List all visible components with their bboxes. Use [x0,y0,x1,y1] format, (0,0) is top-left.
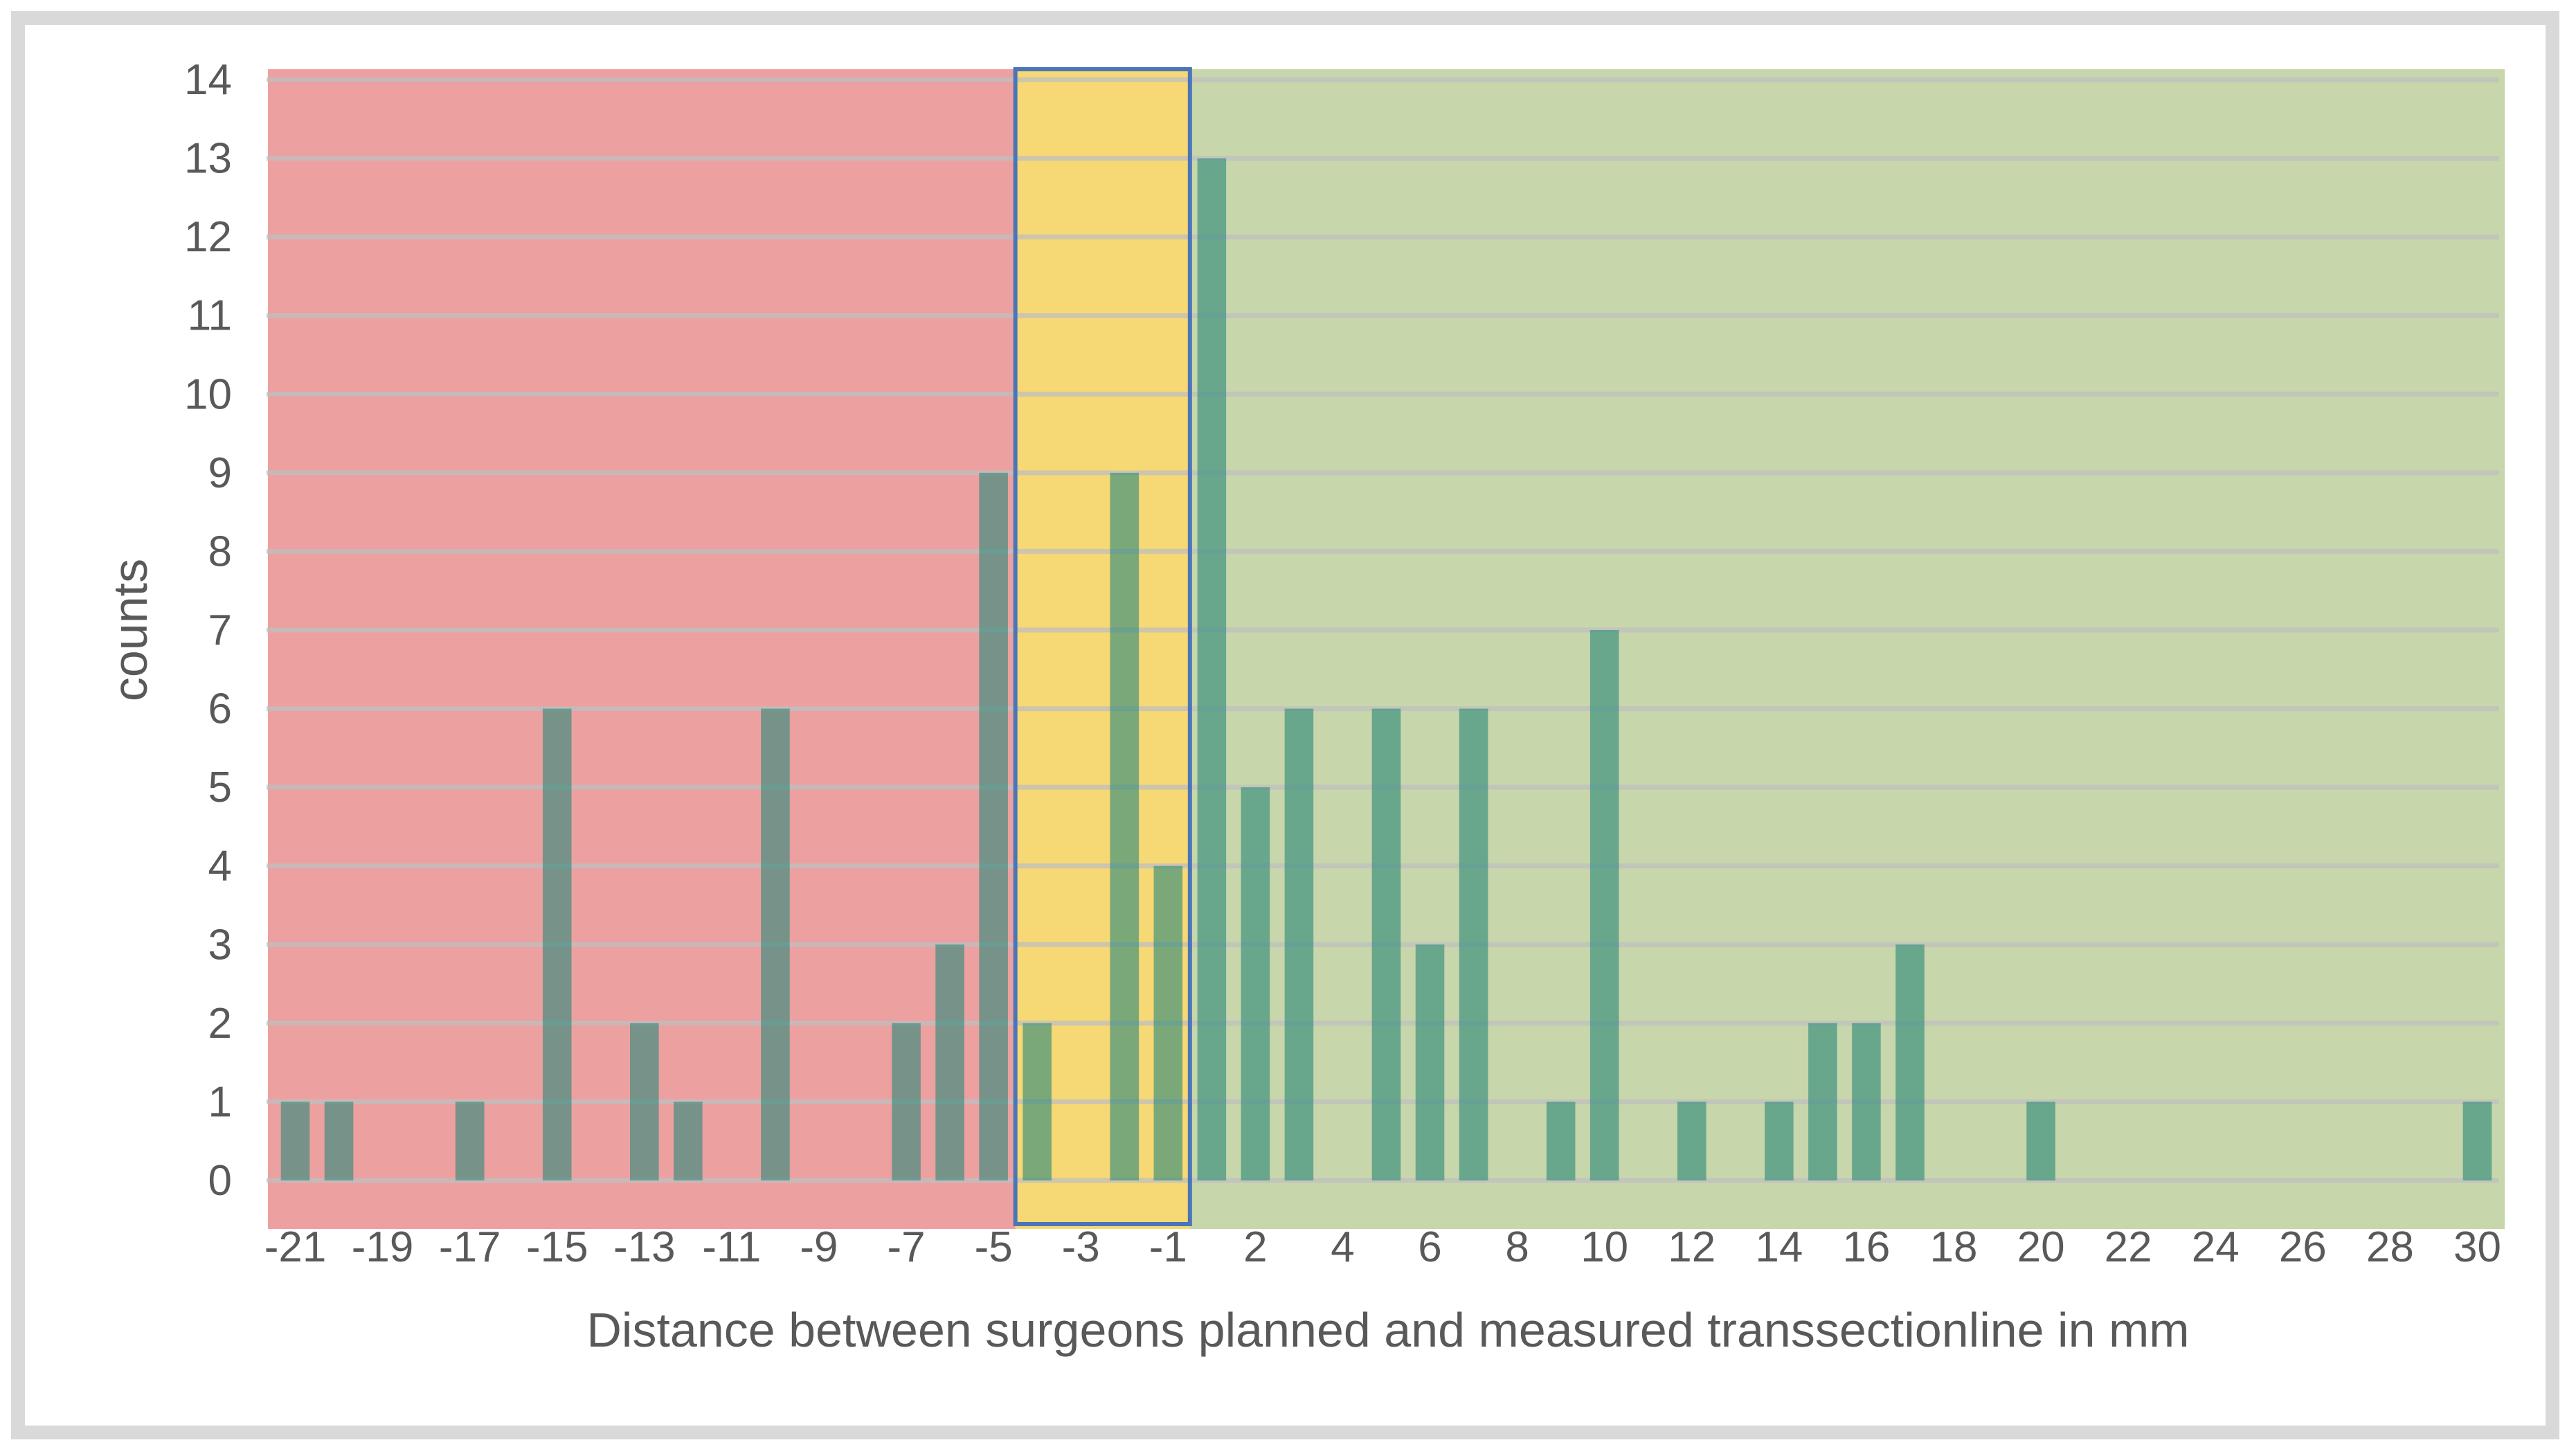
y-tick-label: 2 [208,1000,232,1048]
x-tick-label: 12 [1668,1223,1715,1271]
x-tick-label: -13 [613,1223,676,1271]
bar-6 [1415,944,1445,1180]
green-zone [1189,69,2505,1229]
y-tick-label: 1 [208,1078,232,1126]
highlight-box [1013,67,1192,1226]
x-tick-label: 2 [1243,1223,1267,1271]
x-tick-label: 22 [2105,1223,2152,1271]
bar-7 [1459,708,1488,1180]
bar--10 [761,708,790,1180]
y-tick-label: 5 [208,764,232,811]
bar--13 [630,1023,659,1180]
bar-9 [1546,1102,1576,1180]
x-tick-label: -9 [800,1223,838,1271]
bar--6 [935,944,964,1180]
bar--2 [1110,472,1140,1180]
x-tick-label: -5 [975,1223,1013,1271]
bar-12 [1677,1102,1706,1180]
x-tick-label: 6 [1418,1223,1441,1271]
x-tick-label: -7 [887,1223,925,1271]
y-tick-label: 14 [184,56,232,104]
y-tick-label: 7 [208,606,232,654]
x-tick-label: 28 [2366,1223,2414,1271]
bar--17 [455,1102,485,1180]
x-axis-title: Distance between surgeons planned and me… [586,1303,2189,1357]
y-tick-label: 9 [208,449,232,497]
y-tick-label: 0 [208,1157,232,1205]
bar--1 [1153,865,1183,1180]
x-tick-label: -15 [526,1223,588,1271]
bar--4 [1023,1023,1052,1180]
bar--21 [280,1102,310,1180]
bar--12 [674,1102,703,1180]
bar-17 [1895,944,1925,1180]
bar-14 [1765,1102,1794,1180]
bar--7 [892,1023,921,1180]
x-tick-labels: -21 -19 -17 -15 -13 -11 -9 -7 -5 -3 -1 2 4 6 8 10 12 14 16… [264,1223,2501,1271]
x-tick-label: 30 [2453,1223,2501,1271]
x-tick-label: 24 [2192,1223,2240,1271]
x-tick-label: 14 [1755,1223,1803,1271]
x-tick-label: 26 [2279,1223,2327,1271]
x-tick-label: 18 [1930,1223,1978,1271]
bar-2 [1241,787,1270,1180]
y-tick-label: 6 [208,685,232,733]
x-tick-label: -21 [264,1223,327,1271]
y-tick-label: 3 [208,921,232,969]
bar-5 [1371,708,1401,1180]
y-tick-label: 11 [188,292,232,340]
x-tick-label: -11 [702,1223,761,1271]
x-tick-label: 20 [2017,1223,2065,1271]
bar-15 [1808,1023,1837,1180]
y-tick-label: 10 [184,370,232,418]
bar--15 [542,708,572,1180]
x-tick-label: -3 [1062,1223,1100,1271]
bars-layer [280,158,2492,1181]
bar-1 [1197,158,1227,1181]
bar--20 [324,1102,354,1180]
y-tick-label: 4 [208,843,232,890]
x-tick-label: 10 [1580,1223,1628,1271]
x-tick-label: -1 [1149,1223,1187,1271]
y-tick-label: 8 [208,528,232,575]
bar-20 [2026,1102,2055,1180]
x-tick-label: -17 [439,1223,501,1271]
x-tick-label: 4 [1331,1223,1354,1271]
x-tick-label: -19 [352,1223,414,1271]
highlight-layer [1013,67,1192,1226]
bar-16 [1852,1023,1881,1180]
bar-3 [1284,708,1314,1180]
y-tick-label: 13 [184,135,232,183]
x-tick-label: 16 [1842,1223,1890,1271]
bar-30 [2462,1102,2492,1180]
x-tick-label: 8 [1505,1223,1529,1271]
y-tick-label: 12 [184,213,232,261]
bar-10 [1589,630,1619,1180]
y-axis-title: counts [103,559,157,701]
bar--5 [979,472,1008,1180]
